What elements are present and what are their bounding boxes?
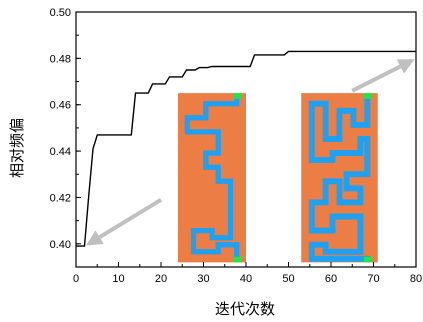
y-tick-label: 0.42 (50, 192, 71, 204)
x-axis-title: 迭代次数 (215, 300, 275, 318)
annotation-arrows (86, 58, 415, 246)
x-axis: 0 10 20 30 40 50 60 70 80 (73, 262, 422, 285)
x-tick-label: 30 (197, 273, 209, 285)
y-axis: 0.40 0.42 0.44 0.46 0.48 0.50 (50, 7, 81, 251)
y-axis-title: 相对频偏 (8, 118, 26, 178)
y-tick-label: 0.50 (50, 7, 71, 19)
series-line (76, 50, 416, 247)
maze-end-marker (233, 256, 242, 263)
x-tick-label: 50 (282, 273, 294, 285)
x-tick-label: 20 (155, 273, 167, 285)
maze-end-marker (363, 256, 373, 263)
x-tick-label: 40 (240, 273, 252, 285)
x-tick-label: 10 (112, 273, 124, 285)
maze-start (178, 93, 246, 263)
maze-start-marker (233, 93, 242, 99)
maze-end (301, 93, 378, 263)
x-tick-label: 80 (410, 273, 422, 285)
annotation-arrow (86, 198, 163, 246)
x-tick-label: 70 (367, 273, 379, 285)
maze-path (184, 94, 240, 262)
y-tick-label: 0.46 (50, 100, 71, 112)
y-tick-label: 0.40 (50, 239, 71, 251)
maze-start-marker (363, 93, 373, 99)
series-layer (76, 50, 416, 247)
maze-insets (178, 93, 378, 263)
maze-path (308, 93, 371, 262)
x-tick-label: 60 (325, 273, 337, 285)
y-tick-label: 0.48 (50, 53, 71, 65)
annotation-arrow (351, 58, 415, 93)
y-tick-label: 0.44 (50, 146, 71, 158)
x-tick-label: 0 (73, 273, 79, 285)
